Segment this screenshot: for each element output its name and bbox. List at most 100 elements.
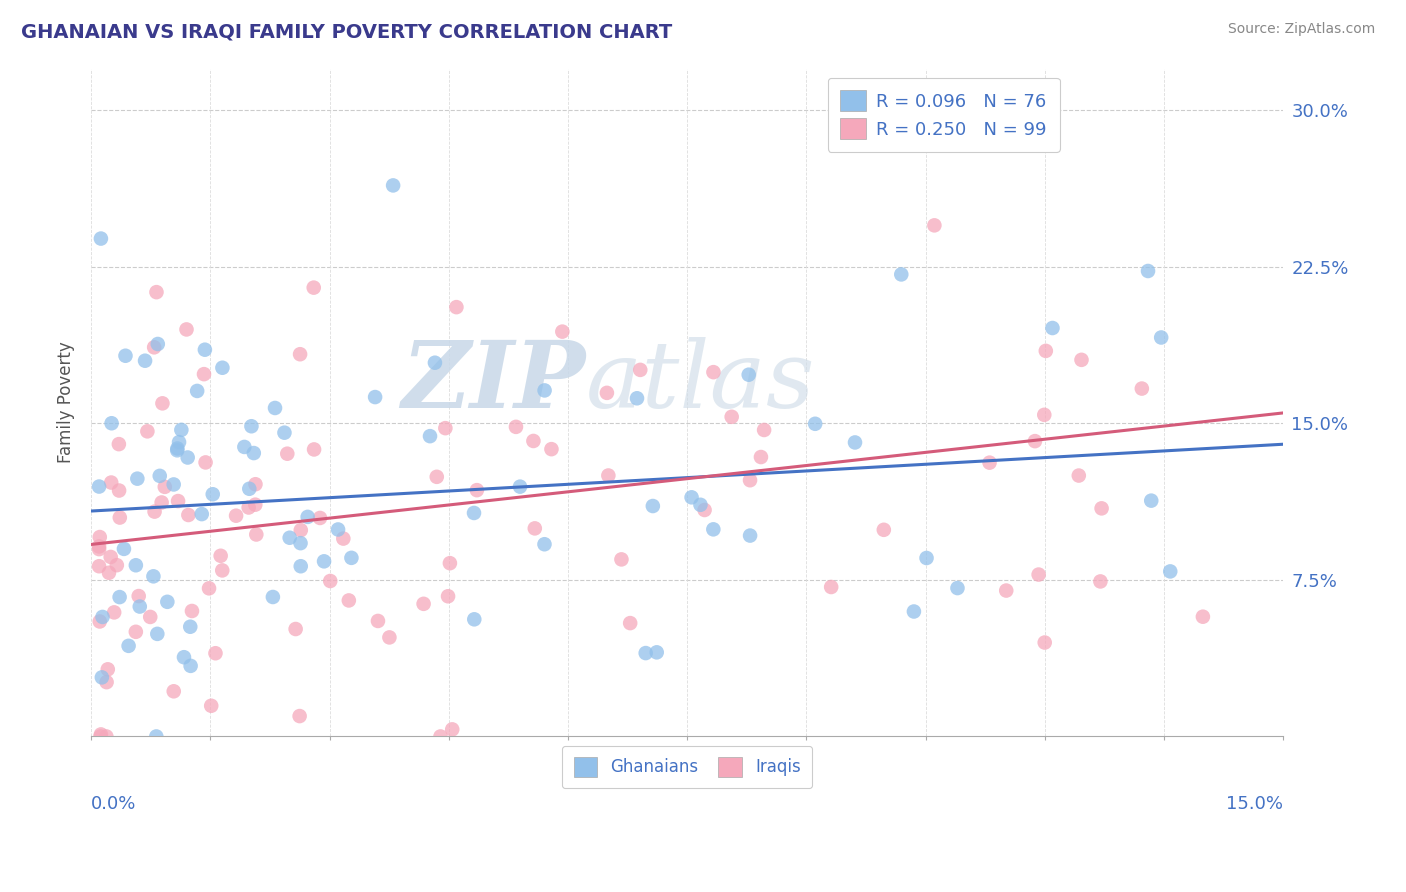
Point: [738, 528, 761, 542]
Point: [309, 511, 332, 525]
Point: [946, 581, 969, 595]
Point: [551, 325, 574, 339]
Point: [446, 300, 468, 314]
Point: [844, 435, 866, 450]
Point: [598, 468, 620, 483]
Point: [288, 347, 311, 361]
Point: [284, 622, 307, 636]
Point: [509, 480, 531, 494]
Point: [1159, 565, 1181, 579]
Point: [533, 384, 555, 398]
Point: [533, 537, 555, 551]
Point: [628, 363, 651, 377]
Point: [87, 540, 110, 554]
Point: [302, 280, 325, 294]
Point: [332, 532, 354, 546]
Point: [134, 353, 156, 368]
Point: [176, 450, 198, 465]
Point: [128, 599, 150, 614]
Text: 15.0%: 15.0%: [1226, 795, 1284, 813]
Point: [139, 610, 162, 624]
Point: [463, 506, 485, 520]
Point: [702, 522, 724, 536]
Point: [201, 487, 224, 501]
Point: [619, 616, 641, 631]
Point: [117, 639, 139, 653]
Point: [100, 549, 122, 564]
Point: [465, 483, 488, 497]
Point: [1192, 609, 1215, 624]
Point: [194, 455, 217, 469]
Point: [340, 550, 363, 565]
Text: atlas: atlas: [586, 337, 815, 427]
Text: ZIP: ZIP: [402, 337, 586, 427]
Point: [245, 477, 267, 491]
Point: [1028, 567, 1050, 582]
Point: [626, 391, 648, 405]
Point: [146, 627, 169, 641]
Point: [522, 434, 544, 448]
Point: [429, 730, 451, 744]
Point: [204, 646, 226, 660]
Point: [145, 730, 167, 744]
Point: [752, 423, 775, 437]
Point: [167, 494, 190, 508]
Point: [89, 530, 111, 544]
Point: [264, 401, 287, 415]
Point: [693, 503, 716, 517]
Point: [312, 554, 335, 568]
Point: [890, 268, 912, 282]
Point: [1033, 635, 1056, 649]
Point: [145, 285, 167, 300]
Point: [211, 360, 233, 375]
Point: [382, 178, 405, 193]
Text: Source: ZipAtlas.com: Source: ZipAtlas.com: [1227, 22, 1375, 37]
Point: [720, 409, 742, 424]
Point: [1090, 574, 1112, 589]
Point: [166, 442, 188, 456]
Point: [523, 521, 546, 535]
Point: [163, 684, 186, 698]
Point: [804, 417, 827, 431]
Point: [441, 723, 464, 737]
Point: [412, 597, 434, 611]
Point: [634, 646, 657, 660]
Point: [146, 337, 169, 351]
Point: [645, 645, 668, 659]
Point: [1033, 408, 1056, 422]
Y-axis label: Family Poverty: Family Poverty: [58, 342, 75, 463]
Point: [163, 477, 186, 491]
Point: [423, 356, 446, 370]
Point: [1042, 321, 1064, 335]
Point: [142, 569, 165, 583]
Point: [150, 495, 173, 509]
Point: [225, 508, 247, 523]
Point: [903, 605, 925, 619]
Point: [200, 698, 222, 713]
Point: [108, 590, 131, 604]
Point: [1150, 330, 1173, 344]
Point: [749, 450, 772, 464]
Point: [1090, 501, 1112, 516]
Point: [319, 574, 342, 588]
Point: [209, 549, 232, 563]
Point: [262, 590, 284, 604]
Point: [979, 456, 1001, 470]
Point: [1140, 493, 1163, 508]
Point: [180, 658, 202, 673]
Point: [176, 322, 198, 336]
Point: [419, 429, 441, 443]
Point: [610, 552, 633, 566]
Point: [125, 558, 148, 573]
Point: [233, 440, 256, 454]
Point: [100, 417, 122, 431]
Text: 0.0%: 0.0%: [91, 795, 136, 813]
Point: [170, 423, 193, 437]
Legend: Ghanaians, Iraqis: Ghanaians, Iraqis: [562, 746, 813, 789]
Point: [738, 368, 761, 382]
Point: [97, 662, 120, 676]
Point: [181, 604, 204, 618]
Point: [439, 556, 461, 570]
Point: [143, 505, 166, 519]
Point: [194, 343, 217, 357]
